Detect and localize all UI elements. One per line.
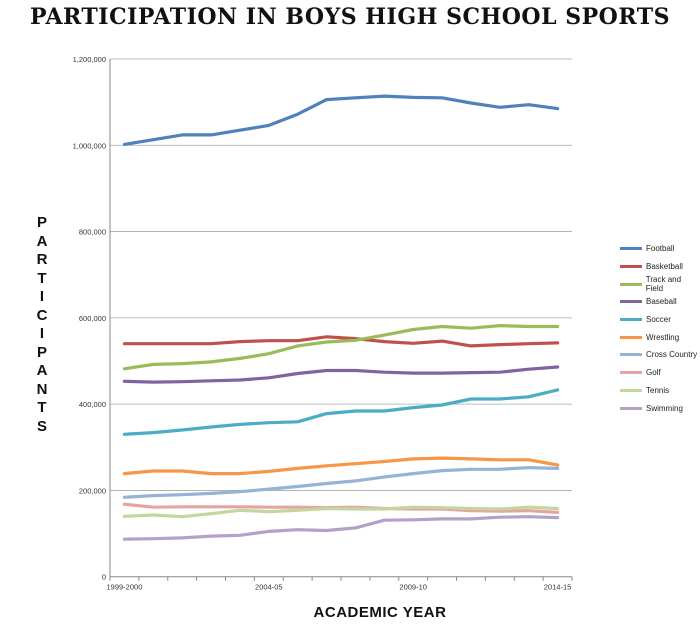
legend-swatch [620,335,642,339]
legend-label: Swimming [646,403,683,413]
y-tick-label: 1,000,000 [73,141,106,150]
series-line-cross-country [122,466,560,499]
legend-swatch [620,371,642,375]
y-axis-title-letter: P [36,343,47,361]
x-tick-label: 1999-2000 [107,583,143,592]
legend-label: Tennis [646,385,670,395]
legend-swatch [620,247,642,251]
series-line-basketball [122,335,560,348]
chart-title: PARTICIPATION IN BOYS HIGH SCHOOL SPORTS [30,4,670,30]
legend-label: Golf [646,368,661,378]
legend-item-golf: Golf [620,364,700,382]
y-axis-title-letter: N [36,380,48,398]
legend-label: Basketball [646,262,683,272]
y-axis-title-letter: T [37,399,47,416]
legend-label: Wrestling [646,332,680,342]
legend-swatch [620,300,642,304]
series-line-tennis [122,505,560,519]
legend-item-cross-country: Cross Country [620,346,700,364]
x-tick-label: 2014-15 [544,583,572,592]
series-line-track-and-field [122,324,560,371]
y-tick-label: 600,000 [79,314,106,323]
x-tick-label: 2004-05 [255,583,283,592]
series-line-swimming [122,515,560,541]
legend-swatch [620,406,642,410]
legend-item-wrestling: Wrestling [620,328,700,346]
series-line-soccer [122,388,560,436]
y-axis-title-letter: P [36,214,47,231]
legend-swatch [620,265,642,269]
legend-item-basketball: Basketball [620,258,700,276]
legend-item-football: Football [620,240,700,258]
y-tick-label: 1,200,000 [73,55,106,64]
legend-swatch [620,282,642,286]
y-axis-title-letter: I [39,325,45,342]
y-axis-title-letter: A [36,232,48,250]
y-tick-label: 0 [102,573,106,582]
y-axis-title-letter: C [36,306,48,324]
x-tick-label: 2009-10 [399,583,427,592]
legend-swatch [620,353,642,357]
y-axis-title-letter: R [36,251,48,268]
legend-label: Football [646,244,675,254]
legend-label: Cross Country [646,350,698,360]
x-axis-title: ACADEMIC YEAR [313,604,447,621]
y-axis-title-letter: T [37,269,47,287]
series-line-football [122,94,560,146]
legend-item-baseball: Baseball [620,293,700,311]
y-tick-label: 400,000 [79,400,106,409]
legend-item-tennis: Tennis [620,382,700,400]
legend-label: Baseball [646,297,677,307]
legend-swatch [620,388,642,392]
legend-item-track-and-field: Track and Field [620,275,700,293]
series-line-baseball [122,365,560,384]
legend-item-soccer: Soccer [620,311,700,329]
legend-item-swimming: Swimming [620,399,700,417]
y-axis-title-letter: A [36,362,48,379]
legend-label: Track and Field [645,275,682,294]
y-tick-label: 800,000 [79,228,106,237]
legend-swatch [620,318,642,322]
series-line-wrestling [122,456,560,476]
legend: Football Basketball Track and Field Basebal… [620,240,700,417]
legend-label: Soccer [646,315,671,325]
y-tick-label: 200,000 [79,486,106,495]
y-axis-title-letter: S [36,417,47,435]
y-axis-title-letter: I [39,288,45,305]
